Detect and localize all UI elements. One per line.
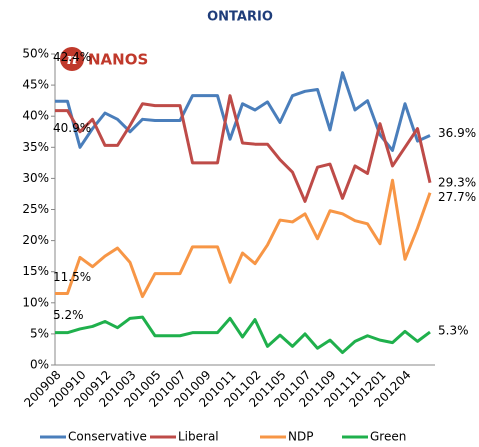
y-tick-label: 40% [22, 109, 49, 123]
legend-label: NDP [288, 430, 313, 444]
series-line [55, 178, 432, 299]
y-tick-label: 5% [30, 326, 49, 340]
y-tick-label: 0% [30, 358, 49, 372]
series-line [55, 94, 432, 203]
y-tick-label: 15% [22, 264, 49, 278]
series-line [55, 71, 431, 152]
logo-text: NANOS [88, 51, 148, 69]
legend-label: Green [370, 430, 406, 444]
y-tick-label: 50% [22, 47, 49, 61]
y-tick-label: 10% [22, 295, 49, 309]
series-line [55, 315, 431, 355]
y-tick-label: 45% [22, 78, 49, 92]
legend-label: Conservative [68, 430, 147, 444]
value-label: 36.9% [438, 126, 476, 140]
logo: n NANOS [60, 47, 148, 71]
y-tick-label: 30% [22, 171, 49, 185]
value-label: 42.4% [53, 50, 91, 64]
value-label: 29.3% [438, 175, 476, 189]
value-label: 5.3% [438, 324, 469, 338]
value-label: 11.5% [53, 270, 91, 284]
logo-circle [60, 47, 84, 71]
legend-label: Liberal [178, 430, 219, 444]
y-tick-label: 35% [22, 140, 49, 154]
value-label: 5.2% [53, 308, 84, 322]
value-label: 40.9% [53, 121, 91, 135]
y-tick-label: 25% [22, 202, 49, 216]
value-label: 27.7% [438, 190, 476, 204]
chart-title: ONTARIO [207, 10, 273, 25]
logo-icon: n [67, 50, 78, 68]
y-tick-label: 20% [22, 233, 49, 247]
